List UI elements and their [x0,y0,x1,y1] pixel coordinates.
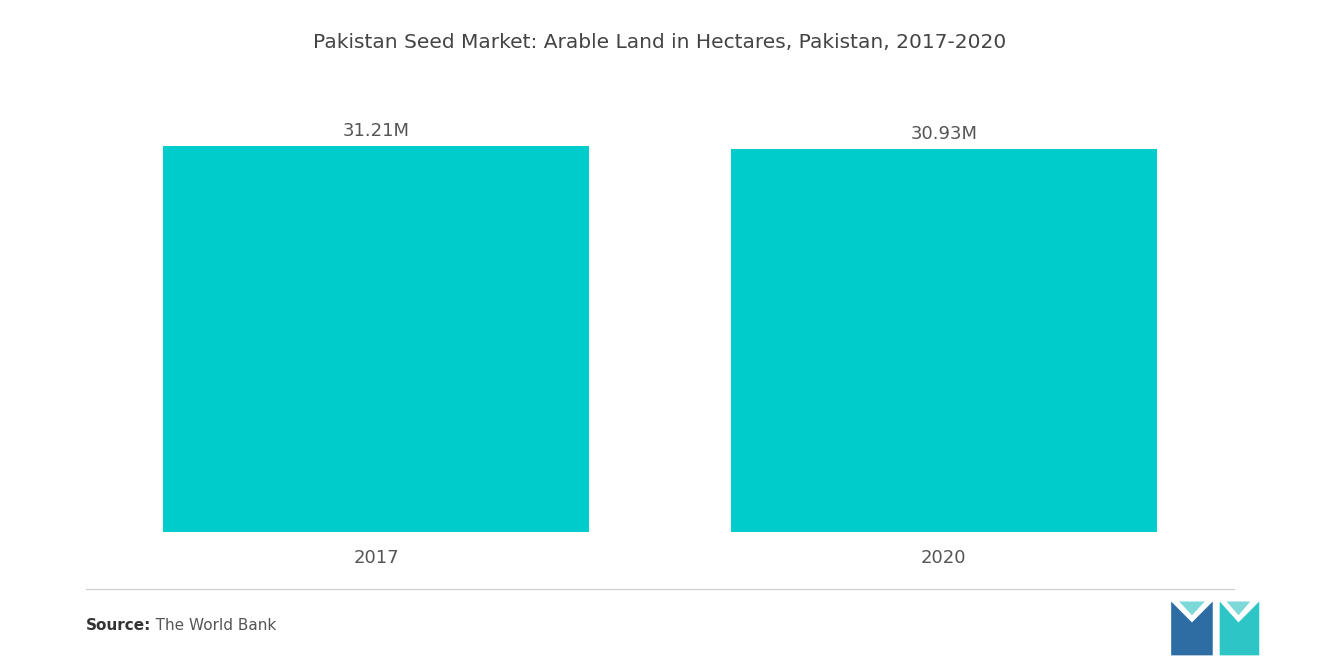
Text: Pakistan Seed Market: Arable Land in Hectares, Pakistan, 2017-2020: Pakistan Seed Market: Arable Land in Hec… [313,33,1007,53]
Polygon shape [1226,601,1250,615]
Bar [164,146,589,532]
Text: 31.21M: 31.21M [343,122,409,140]
Text: Source:: Source: [86,618,152,633]
Polygon shape [1171,601,1213,656]
Polygon shape [1220,601,1259,656]
Polygon shape [1179,601,1205,615]
Text: 30.93M: 30.93M [911,125,977,143]
Bar [731,149,1156,532]
Text: The World Bank: The World Bank [141,618,276,633]
